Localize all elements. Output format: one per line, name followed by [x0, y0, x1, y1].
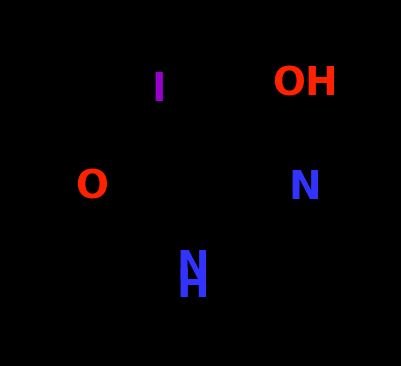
Text: I: I — [151, 71, 166, 109]
Text: N: N — [289, 169, 321, 207]
Text: OH: OH — [272, 66, 338, 104]
Text: N: N — [177, 249, 209, 287]
Text: H: H — [177, 267, 209, 305]
Text: O: O — [75, 169, 109, 207]
